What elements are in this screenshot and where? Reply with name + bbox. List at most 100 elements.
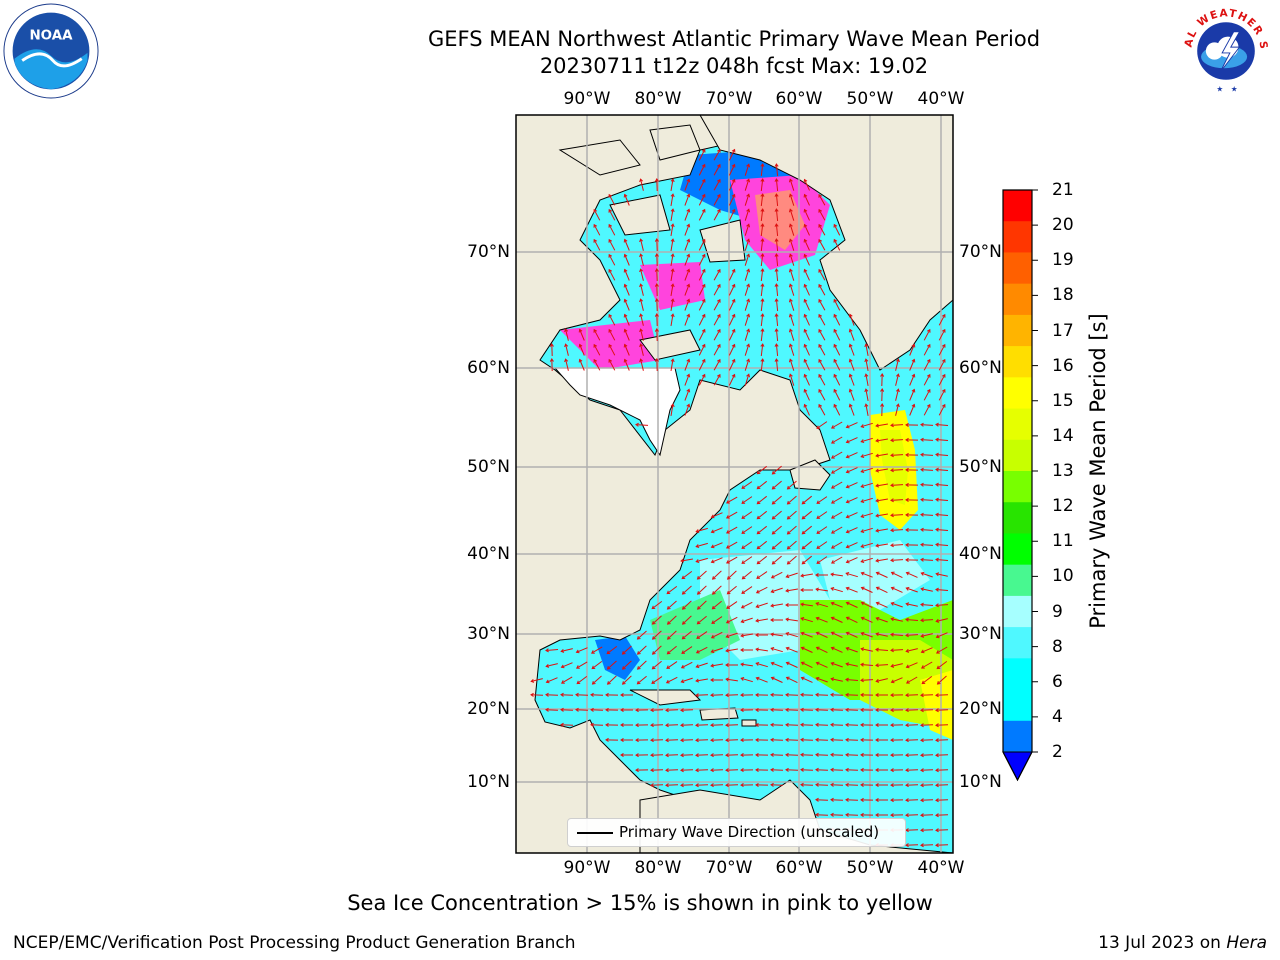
wave-direction-arrow (681, 677, 693, 683)
wave-direction-arrowhead (716, 343, 721, 348)
wave-direction-arrowhead (710, 559, 715, 564)
wave-direction-arrow (906, 676, 918, 684)
wave-direction-arrow (670, 194, 674, 206)
wave-direction-arrow (920, 559, 934, 561)
colorbar-segment (1003, 720, 1032, 753)
wave-direction-arrow (670, 404, 674, 416)
wave-direction-arrow (906, 603, 918, 607)
wave-direction-arrowhead (830, 545, 835, 549)
wave-direction-arrowhead (935, 452, 939, 457)
wave-direction-arrowhead (845, 616, 850, 621)
wave-direction-arrow (833, 389, 841, 401)
wave-direction-arrowhead (788, 343, 793, 348)
wave-direction-arrow (890, 499, 904, 501)
wave-direction-arrow (667, 600, 677, 610)
wave-direction-arrowhead (651, 680, 656, 684)
wave-direction-arrow (876, 483, 888, 487)
wave-direction-arrow (698, 314, 706, 326)
wave-direction-arrowhead (875, 438, 880, 443)
wave-direction-arrowhead (845, 559, 850, 564)
wave-direction-arrowhead (860, 782, 864, 788)
wave-direction-arrowhead (816, 530, 821, 534)
wave-direction-arrow (772, 495, 782, 505)
wave-direction-arrow (546, 677, 558, 683)
wave-direction-arrowhead (785, 752, 789, 757)
wave-direction-arrowhead (650, 783, 654, 788)
colorbar-frame (1002, 189, 1033, 782)
wave-direction-arrowhead (746, 253, 751, 258)
wave-direction-arrowhead (608, 253, 613, 258)
wave-direction-arrowhead (746, 343, 751, 348)
wave-direction-arrow (652, 615, 662, 625)
wave-direction-arrow (935, 484, 949, 486)
wave-direction-arrowhead (833, 343, 838, 348)
wave-direction-arrowhead (731, 283, 736, 288)
wave-direction-arrowhead (725, 677, 730, 682)
cuba-island (629, 689, 702, 706)
wave-direction-arrow (849, 374, 855, 386)
wave-direction-arrowhead (845, 631, 850, 636)
wave-direction-arrow (713, 194, 721, 206)
wave-direction-arrowhead (590, 650, 595, 654)
wave-direction-arrow (624, 314, 630, 326)
wave-direction-arrow (681, 646, 693, 654)
wave-direction-arrow (800, 754, 814, 756)
wave-direction-arrowhead (606, 681, 611, 685)
wave-direction-arrowhead (800, 661, 805, 666)
wave-direction-arrow (905, 634, 919, 636)
wave-direction-arrowhead (686, 388, 691, 393)
wave-direction-arrow (744, 224, 750, 236)
wave-direction-arrows (530, 148, 949, 848)
wave-direction-arrowhead (864, 388, 869, 393)
wave-direction-arrow (665, 784, 679, 786)
wave-direction-arrow (935, 769, 949, 771)
wave-direction-arrowhead (833, 298, 838, 303)
wave-direction-arrow (801, 677, 813, 683)
wave-direction-arrowhead (636, 651, 641, 655)
wave-direction-arrow (698, 239, 706, 251)
wave-direction-arrowhead (935, 693, 939, 698)
wave-direction-arrowhead (815, 676, 820, 681)
greenland-land (699, 115, 953, 371)
wave-direction-arrowhead (770, 603, 774, 608)
wave-direction-arrowhead (890, 543, 894, 548)
wave-direction-arrowhead (770, 767, 774, 772)
wave-direction-arrowhead (774, 298, 779, 302)
wave-direction-arrow (775, 208, 779, 222)
wave-direction-arrowhead (800, 676, 805, 681)
wave-direction-arrow (818, 359, 826, 371)
lat-label-right: 10°N (959, 772, 1002, 792)
wave-direction-arrow (576, 676, 588, 684)
wave-direction-arrow (830, 814, 844, 816)
wave-direction-arrowhead (816, 545, 821, 549)
wave-direction-arrow (846, 632, 858, 638)
wave-direction-arrowhead (845, 662, 850, 667)
green-period-zone (650, 590, 740, 660)
wave-direction-arrowhead (875, 797, 879, 803)
wave-direction-arrow (921, 633, 933, 637)
footer-machine: Hera (1226, 933, 1267, 953)
wave-direction-arrow (935, 469, 949, 471)
wave-direction-arrowhead (740, 782, 744, 788)
wave-direction-arrowhead (786, 530, 791, 535)
wave-direction-arrow (579, 359, 585, 371)
wave-direction-arrow (608, 254, 616, 266)
wave-direction-arrow (713, 329, 721, 341)
chart-title: GEFS MEAN Northwest Atlantic Primary Wav… (427, 27, 1041, 51)
wave-direction-arrowhead (755, 662, 760, 666)
wave-direction-arrowhead (935, 497, 939, 502)
wave-direction-arrowhead (623, 253, 628, 258)
wave-direction-arrowhead (816, 500, 821, 504)
wave-direction-arrow (865, 344, 869, 356)
wave-direction-arrowhead (905, 708, 909, 713)
wave-direction-arrowhead (785, 588, 789, 593)
wave-direction-arrowhead (833, 238, 838, 243)
wave-direction-arrow (815, 769, 829, 771)
wave-direction-arrow (684, 209, 690, 221)
wave-direction-arrowhead (845, 499, 850, 504)
wave-direction-arrow (756, 602, 768, 608)
wave-direction-arrow (846, 572, 858, 578)
wave-direction-arrow (801, 510, 813, 520)
wave-direction-arrowhead (800, 707, 804, 712)
wave-direction-arrow (697, 585, 707, 595)
